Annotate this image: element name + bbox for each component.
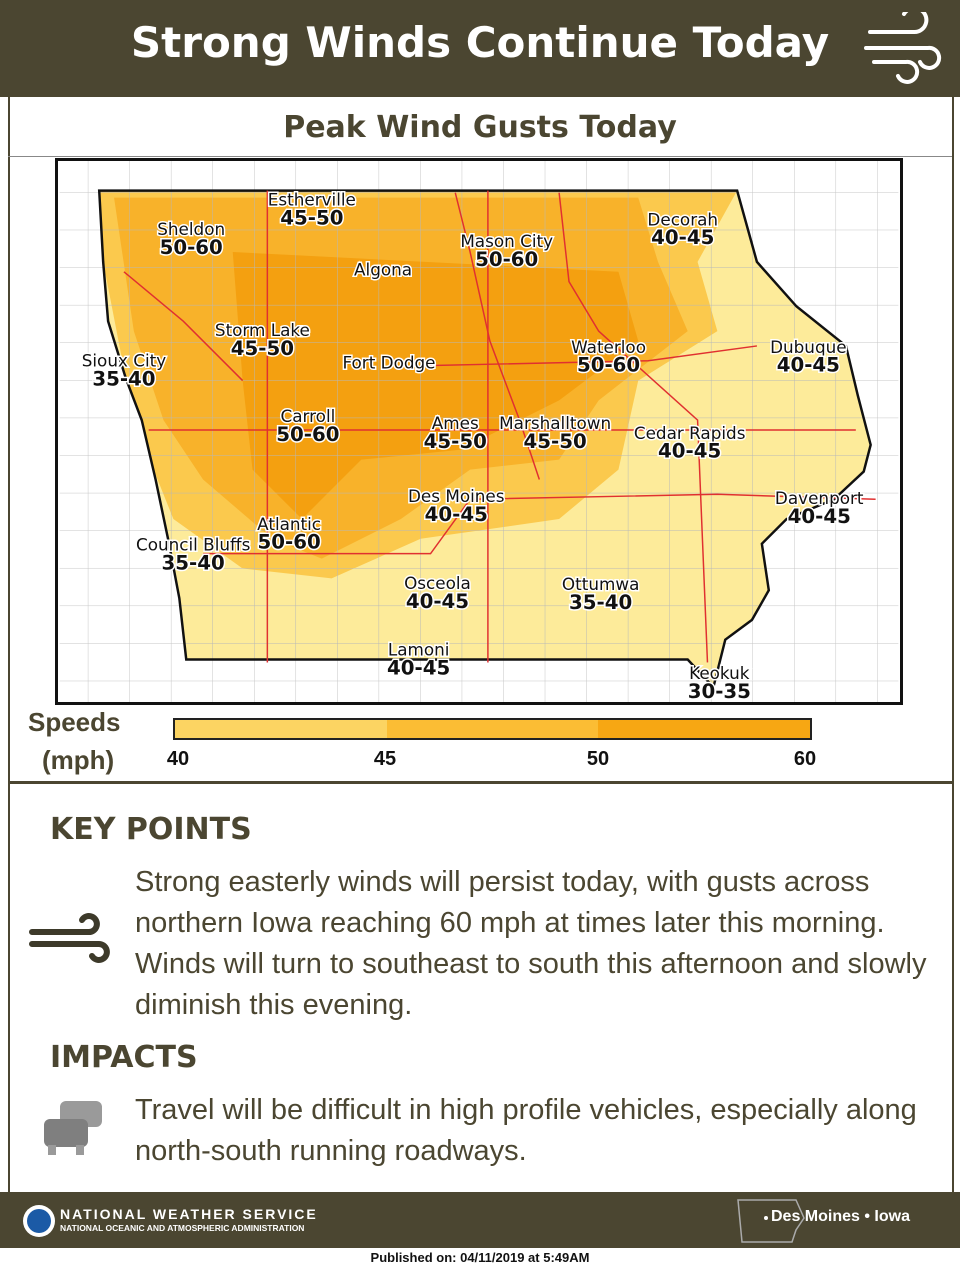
gust-range: 35-40 xyxy=(92,368,155,391)
legend-title: Speeds xyxy=(28,707,121,737)
divider xyxy=(8,781,952,784)
city-name: Council Bluffs xyxy=(136,535,250,555)
legend-segment xyxy=(598,720,811,738)
legend-segment xyxy=(386,720,599,738)
city-name: Waterloo xyxy=(571,337,646,357)
city-name: Keokuk xyxy=(689,663,750,683)
gust-range: 40-45 xyxy=(406,590,469,613)
gust-range: 50-60 xyxy=(276,423,339,446)
city-name: Cedar Rapids xyxy=(634,423,746,443)
gust-range: 50-60 xyxy=(160,236,223,259)
city-name: Osceola xyxy=(404,573,471,593)
city-name: Fort Dodge xyxy=(342,353,435,373)
content-panel xyxy=(8,97,954,1192)
city-name: Ames xyxy=(432,413,479,433)
gust-range: 35-40 xyxy=(162,551,225,574)
city-name: Algona xyxy=(354,260,412,280)
section-heading: KEY POINTS xyxy=(50,812,252,847)
city-name: Atlantic xyxy=(257,514,321,534)
gust-range: 40-45 xyxy=(387,656,450,679)
section-heading: IMPACTS xyxy=(50,1040,198,1075)
gust-range: 50-60 xyxy=(577,354,640,377)
city-name: Carroll xyxy=(281,406,336,426)
gust-range: 50-60 xyxy=(257,531,320,554)
traffic-icon xyxy=(44,1101,102,1155)
city-name: Des Moines xyxy=(408,486,505,506)
gust-range: 45-50 xyxy=(424,430,487,453)
page-title: Strong Winds Continue Today xyxy=(130,18,830,67)
legend-tick: 50 xyxy=(586,748,610,770)
city-name: Sheldon xyxy=(157,219,225,239)
gust-range: 50-60 xyxy=(475,248,538,271)
city-name: Estherville xyxy=(268,190,356,210)
divider xyxy=(8,156,952,157)
gust-range: 45-50 xyxy=(524,430,587,453)
city-name: Mason City xyxy=(460,231,553,251)
published-date: Published on: 04/11/2019 at 5:49AM xyxy=(370,1250,590,1265)
legend-tick: 40 xyxy=(166,748,190,770)
gust-range: 35-40 xyxy=(569,591,632,614)
footer-bar xyxy=(0,1192,960,1248)
key-points-text: Strong easterly winds will persist today… xyxy=(135,866,927,1021)
gust-range: 40-45 xyxy=(777,354,840,377)
city-name: Ottumwa xyxy=(562,574,639,594)
city-name: Storm Lake xyxy=(215,320,310,340)
gust-range: 30-35 xyxy=(688,680,751,703)
gust-range: 45-50 xyxy=(280,206,343,229)
gust-range: 40-45 xyxy=(658,440,721,463)
office: Des Moines xyxy=(771,1208,860,1225)
color-bar xyxy=(173,718,812,740)
gust-range: 40-45 xyxy=(651,226,714,249)
city-name: Decorah xyxy=(647,209,718,229)
map-title: Peak Wind Gusts Today xyxy=(283,110,677,145)
wind-icon xyxy=(864,12,942,84)
city-name: Davenport xyxy=(775,488,864,508)
agency-name: NATIONAL WEATHER SERVICE xyxy=(60,1206,318,1222)
legend-tick: 45 xyxy=(373,748,397,770)
gust-range: 45-50 xyxy=(231,337,294,360)
gust-range: 40-45 xyxy=(788,505,851,528)
city-name: Lamoni xyxy=(388,640,450,660)
gust-range: 40-45 xyxy=(425,503,488,526)
office-location: Des Moines • Iowa xyxy=(771,1208,910,1225)
iowa-outline xyxy=(737,1199,805,1243)
legend-title: (mph) xyxy=(42,745,115,775)
city-name: Marshalltown xyxy=(499,413,611,433)
header-bar xyxy=(0,0,960,97)
state: Iowa xyxy=(874,1208,910,1225)
legend-tick: 60 xyxy=(793,748,817,770)
noaa-logo xyxy=(23,1205,55,1237)
city-name: Sioux City xyxy=(82,351,167,371)
impacts-text: Travel will be difficult in high profile… xyxy=(135,1094,917,1167)
city-name: Dubuque xyxy=(770,337,847,357)
wind-icon xyxy=(29,913,110,963)
legend-segment xyxy=(175,720,387,738)
parent-agency: NATIONAL OCEANIC AND ATMOSPHERIC ADMINIS… xyxy=(60,1223,305,1233)
